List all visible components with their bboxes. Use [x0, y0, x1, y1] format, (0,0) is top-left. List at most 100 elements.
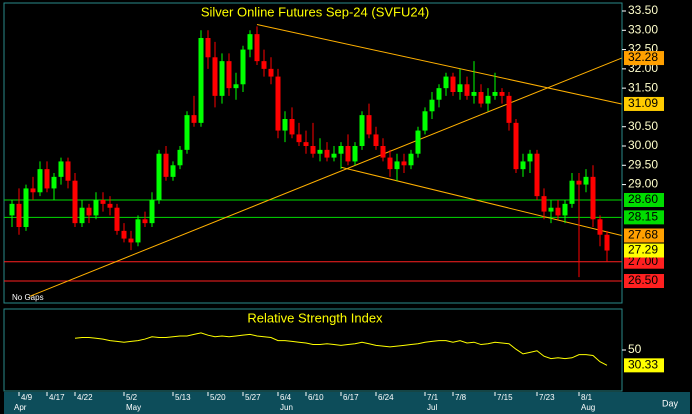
- candle-body: [163, 153, 169, 177]
- candle-body: [254, 34, 260, 62]
- candle-body: [604, 234, 610, 251]
- y-tick-label: 31.50: [628, 80, 658, 94]
- candle-body: [527, 153, 533, 162]
- candle-body: [107, 203, 113, 208]
- candle-body: [436, 88, 442, 100]
- candle-body: [289, 119, 295, 135]
- chart-title: Silver Online Futures Sep-24 (SVFU24): [201, 4, 429, 19]
- rsi-last-box: [624, 358, 664, 373]
- x-tick-label: 5/2: [126, 393, 138, 402]
- trendline: [256, 24, 622, 105]
- month-label: Jun: [280, 403, 293, 412]
- x-tick-label: 5/20: [210, 393, 226, 402]
- candle-body: [65, 161, 71, 181]
- x-tick-label: 4/9: [21, 393, 33, 402]
- candle-body: [562, 203, 568, 216]
- candle-body: [226, 61, 232, 89]
- month-label: May: [126, 403, 141, 412]
- candle-body: [191, 115, 197, 123]
- x-axis-bar: [4, 392, 690, 414]
- level-label: 28.60: [628, 192, 658, 206]
- x-tick-label: 7/23: [539, 393, 555, 402]
- candle-body: [401, 161, 407, 166]
- y-tick-label: 29.50: [628, 157, 658, 171]
- candle-body: [79, 207, 85, 224]
- candle-body: [324, 149, 330, 158]
- candle-body: [93, 200, 99, 216]
- candle-body: [345, 146, 351, 162]
- candle-body: [177, 149, 183, 166]
- candle-body: [583, 176, 589, 185]
- candle-body: [233, 84, 239, 89]
- candle-body: [170, 165, 176, 177]
- candle-body: [282, 119, 288, 131]
- candle-body: [100, 200, 106, 204]
- candle-body: [219, 61, 225, 96]
- candle-body: [310, 146, 316, 154]
- x-tick-label: 4/17: [49, 393, 65, 402]
- x-tick-label: 5/27: [245, 393, 261, 402]
- candle-body: [569, 180, 575, 204]
- candle-body: [478, 92, 484, 104]
- candle-body: [422, 111, 428, 131]
- candle-body: [541, 196, 547, 212]
- candle-body: [331, 153, 337, 158]
- candle-body: [576, 180, 582, 185]
- candle-body: [16, 203, 22, 227]
- candle-body: [142, 219, 148, 224]
- candle-body: [534, 153, 540, 197]
- candle-body: [359, 115, 365, 146]
- candle-body: [555, 207, 561, 216]
- candle-body: [338, 146, 344, 154]
- candle-body: [387, 157, 393, 170]
- candle-body: [464, 84, 470, 96]
- candle-body: [471, 92, 477, 96]
- candle-body: [37, 169, 43, 193]
- candle-body: [149, 200, 155, 224]
- month-label: Aug: [581, 403, 595, 412]
- month-label: Jul: [427, 403, 437, 412]
- candle-body: [520, 161, 526, 170]
- candle-body: [198, 38, 204, 123]
- y-tick-label: 33.50: [628, 3, 658, 17]
- candle-body: [261, 61, 267, 69]
- x-tick-label: 7/1: [427, 393, 439, 402]
- candle-body: [247, 34, 253, 50]
- y-tick-label: 30.00: [628, 138, 658, 152]
- candle-body: [457, 84, 463, 92]
- candle-body: [275, 76, 281, 131]
- candle-body: [72, 180, 78, 224]
- y-tick-label: 33.00: [628, 22, 658, 36]
- candle-body: [121, 230, 127, 239]
- rsi-last-label: 30.33: [628, 358, 658, 372]
- candle-body: [135, 219, 141, 243]
- x-tick-label: 5/13: [175, 393, 191, 402]
- x-tick-label: 6/24: [378, 393, 394, 402]
- x-tick-label: 6/4: [280, 393, 292, 402]
- price-panel: [3, 2, 623, 304]
- candle-body: [443, 76, 449, 89]
- candle-body: [23, 188, 29, 227]
- trendline-label: 27.68: [628, 228, 658, 242]
- candle-body: [429, 99, 435, 112]
- level-label: 26.50: [628, 273, 658, 287]
- trendline-label: 31.09: [628, 96, 658, 110]
- no-gaps-note: No Gaps: [12, 293, 44, 302]
- candle-body: [317, 149, 323, 154]
- month-label: Apr: [14, 403, 27, 412]
- level-label: 28.15: [628, 210, 658, 224]
- trendline-label-box: [624, 96, 664, 111]
- candle-body: [352, 146, 358, 162]
- candle-body: [156, 153, 162, 200]
- trendline-label: 32.28: [628, 50, 658, 64]
- y-tick-label: 29.00: [628, 177, 658, 191]
- candle-body: [58, 161, 64, 177]
- rsi-title: Relative Strength Index: [247, 310, 383, 325]
- candle-body: [30, 188, 36, 193]
- trendline-label-box: [624, 51, 664, 66]
- candle-body: [296, 134, 302, 143]
- candle-body: [597, 219, 603, 235]
- trendline-label-box: [624, 228, 664, 243]
- x-tick-label: 6/17: [343, 393, 359, 402]
